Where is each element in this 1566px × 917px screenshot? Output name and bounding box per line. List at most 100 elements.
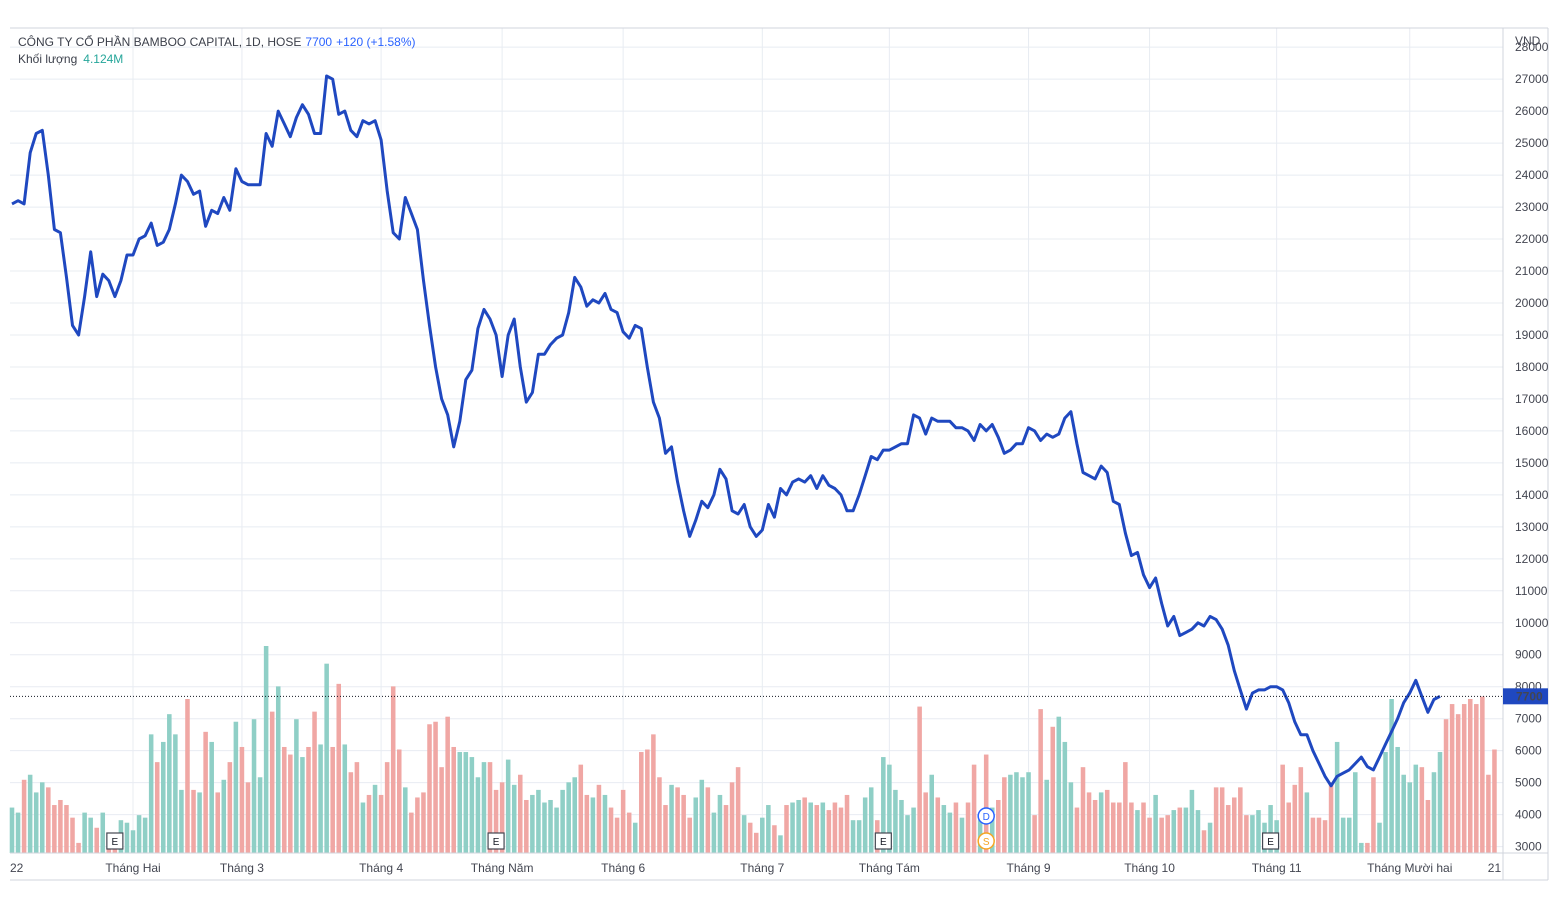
volume-bar [300, 757, 305, 853]
volume-bar [1268, 805, 1273, 853]
volume-bar [463, 752, 469, 853]
volume-bar [881, 757, 886, 853]
volume-bar [1298, 767, 1304, 853]
volume-bar [772, 825, 777, 853]
volume-bar [626, 812, 632, 853]
volume-value: 4.124M [83, 52, 124, 66]
volume-bar [893, 789, 898, 853]
volume-bar [1413, 764, 1419, 853]
y-tick-label: 10000 [1515, 616, 1549, 630]
y-tick-label: 13000 [1515, 520, 1549, 534]
volume-bar [439, 767, 444, 853]
volume-bar [657, 777, 662, 853]
price-line-layer [10, 74, 1503, 788]
y-tick-label: 18000 [1515, 360, 1549, 374]
earnings-marker-label[interactable]: E [112, 837, 119, 848]
y-tick-label: 6000 [1515, 744, 1542, 758]
earnings-marker-label[interactable]: E [880, 837, 887, 848]
volume-bar [1129, 802, 1134, 853]
volume-bar [590, 797, 596, 853]
legend-row-price: CÔNG TY CỔ PHẦN BAMBOO CAPITAL, 1D, HOSE… [18, 34, 416, 51]
volume-bar [844, 794, 850, 853]
volume-bar [554, 807, 559, 853]
y-axis-unit: VND [1515, 34, 1541, 48]
earnings-marker[interactable] [106, 832, 124, 850]
volume-bar [403, 787, 408, 853]
volume-bar [481, 762, 487, 853]
volume-bar [1443, 719, 1449, 853]
symbol-title[interactable]: CÔNG TY CỔ PHẦN BAMBOO CAPITAL, 1D, HOSE [18, 35, 302, 49]
volume-bar [796, 799, 801, 853]
volume-bar [1377, 822, 1382, 853]
volume-bar [1316, 817, 1322, 853]
volume-bar [1098, 792, 1104, 853]
volume-bar [15, 812, 21, 853]
legend-row-volume: Khối lượng 4.124M [18, 51, 416, 68]
volume-bar [548, 799, 553, 853]
volume-label[interactable]: Khối lượng [18, 52, 78, 66]
volume-bar [1153, 794, 1158, 853]
volume-bar [33, 792, 39, 853]
x-tick-label: Tháng 7 [740, 861, 784, 875]
earnings-marker-label[interactable]: E [493, 837, 500, 848]
y-tick-label: 23000 [1515, 200, 1549, 214]
volume-bar [390, 686, 396, 853]
volume-bar [1092, 799, 1098, 853]
volume-bar [1050, 726, 1056, 853]
volume-bar [996, 799, 1001, 853]
price-axis[interactable]: 3000400050006000700080009000100001100012… [1503, 34, 1549, 854]
volume-bar [1062, 741, 1068, 853]
volume-bar [203, 731, 208, 853]
volume-bar [596, 784, 602, 853]
earnings-marker[interactable] [874, 832, 892, 850]
volume-bar [530, 794, 535, 853]
volume-bar [167, 714, 172, 853]
volume-bar [693, 797, 699, 853]
earnings-marker[interactable] [487, 832, 505, 850]
volume-bar [723, 805, 729, 853]
volume-bar [161, 741, 166, 853]
volume-bar [1467, 699, 1473, 853]
x-tick-label: 22 [10, 861, 24, 875]
x-tick-label: Tháng 4 [359, 861, 403, 875]
time-axis[interactable]: 22 Tháng Hai Tháng 3 Tháng 4 Tháng Năm Tháng … [10, 861, 1501, 875]
volume-bar [1104, 789, 1110, 853]
volume-bar [82, 812, 87, 853]
volume-bar [58, 799, 63, 853]
dividend-marker-label[interactable]: D [983, 812, 990, 823]
x-tick-label: Tháng 10 [1124, 861, 1175, 875]
earnings-marker[interactable] [1261, 832, 1280, 850]
volume-bar [451, 746, 456, 853]
volume-bar [1219, 787, 1225, 853]
split-marker-label[interactable]: S [983, 837, 990, 848]
x-tick-label: Tháng 9 [1007, 861, 1051, 875]
volume-bar [1492, 749, 1497, 853]
volume-bar [542, 802, 547, 853]
chart-frame [10, 27, 1549, 881]
volume-bar [1068, 782, 1074, 853]
volume-bar [1359, 842, 1364, 853]
volume-bar [366, 794, 372, 853]
last-price: 7700 [305, 35, 333, 49]
volume-bar [1141, 802, 1146, 853]
dividend-marker[interactable] [977, 807, 995, 825]
event-markers[interactable]: E E E D S E [106, 807, 1280, 850]
volume-bar [100, 812, 106, 853]
volume-bar [312, 711, 317, 853]
volume-bar [741, 815, 747, 853]
volume-bar [306, 746, 311, 853]
volume-bar [584, 794, 590, 853]
volume-bar [130, 830, 136, 853]
volume-bar [1044, 779, 1049, 853]
volume-bar [1407, 782, 1413, 853]
y-tick-label: 21000 [1515, 264, 1549, 278]
volume-bar [923, 792, 928, 853]
volume-bar [1117, 802, 1122, 853]
last-price-tag [1503, 688, 1548, 705]
volume-bar [790, 802, 795, 853]
split-marker[interactable] [977, 832, 995, 850]
volume-bar [215, 792, 220, 853]
earnings-marker-label[interactable]: E [1267, 837, 1274, 848]
volume-bar [1353, 772, 1358, 853]
